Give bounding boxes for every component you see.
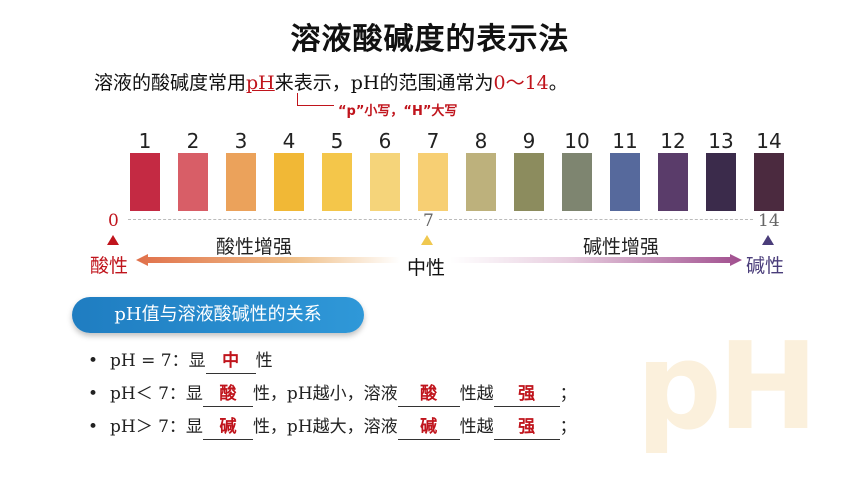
color-swatch [274, 153, 304, 211]
page-title: 溶液酸碱度的表示法 [290, 22, 570, 57]
list-item: • pH＜ 7：显酸性，pH越小，溶液酸性越强； [88, 380, 577, 413]
color-swatch [322, 153, 352, 211]
color-swatch [514, 153, 544, 211]
list-item: • pH = 7：显中性 [88, 347, 577, 380]
ph-case-note: “p”小写，“H”大写 [338, 104, 458, 119]
rule-text: pH＜ 7：显 [110, 384, 203, 404]
acid-arrow-icon [136, 254, 400, 266]
answer-blank: 中 [205, 349, 256, 374]
tick-label: 4 [282, 129, 296, 153]
acidic-label: 酸性 [90, 255, 129, 277]
tick-label: 3 [234, 129, 248, 153]
color-swatch [706, 153, 736, 211]
tick-label: 13 [708, 129, 734, 153]
rule-text: 性，pH越小，溶液 [252, 384, 398, 404]
tick-label: 12 [660, 129, 686, 153]
acid-marker-icon [107, 235, 119, 245]
intro-part3: 。 [548, 72, 568, 94]
answer-blank: 强 [493, 415, 560, 440]
tick-label: 8 [474, 129, 488, 153]
rule-text: ； [559, 384, 577, 404]
intro-part2: 来表示，pH的范围通常为 [274, 72, 494, 94]
axis-fourteen-label: 14 [755, 211, 783, 231]
basic-marker-icon [762, 235, 774, 245]
rule-text: 性 [255, 351, 273, 371]
ph-watermark: pH [636, 318, 818, 457]
rule-text: pH = 7：显 [110, 351, 206, 371]
base-arrow-icon [450, 254, 742, 266]
color-swatch [370, 153, 400, 211]
answer-blank: 强 [493, 382, 560, 407]
axis-seven-label: 7 [420, 211, 437, 231]
answer-blank: 碱 [202, 415, 253, 440]
color-swatch [466, 153, 496, 211]
intro-part1: 溶液的酸碱度常用 [94, 72, 247, 94]
color-swatch [130, 153, 160, 211]
intro-ph: pH [246, 72, 275, 94]
rule-text: ； [559, 417, 577, 437]
axis-zero-label: 0 [105, 211, 122, 231]
tick-label: 1 [138, 129, 152, 153]
color-swatch [610, 153, 640, 211]
ph-rules-list: • pH = 7：显中性 • pH＜ 7：显酸性，pH越小，溶液酸性越强； • pH＞… [88, 347, 577, 446]
tick-label: 6 [378, 129, 392, 153]
color-swatch [754, 153, 784, 211]
color-swatch [178, 153, 208, 211]
neutral-marker-icon [421, 235, 433, 245]
color-swatch [226, 153, 256, 211]
color-swatch [418, 153, 448, 211]
bullet: • [88, 384, 99, 404]
intro-text: 溶液的酸碱度常用pH来表示，pH的范围通常为0～14。 [94, 68, 568, 95]
tick-label: 11 [612, 129, 638, 153]
axis-line [128, 219, 758, 220]
tick-label: 10 [564, 129, 590, 153]
bullet: • [88, 417, 99, 437]
section-heading-pill: pH值与溶液酸碱性的关系 [72, 297, 364, 333]
intro-range: 0～14 [493, 72, 549, 94]
rule-text: pH＞ 7：显 [110, 417, 203, 437]
note-connector [297, 93, 334, 106]
bullet: • [88, 351, 99, 371]
acid-stronger-label: 酸性增强 [216, 236, 293, 258]
answer-blank: 碱 [397, 415, 460, 440]
tick-label: 2 [186, 129, 200, 153]
rule-text: 性越 [459, 384, 494, 404]
rule-text: 性，pH越大，溶液 [252, 417, 398, 437]
list-item: • pH＞ 7：显碱性，pH越大，溶液碱性越强； [88, 413, 577, 446]
tick-label: 14 [756, 129, 782, 153]
tick-label: 9 [522, 129, 536, 153]
tick-label: 7 [426, 129, 440, 153]
base-stronger-label: 碱性增强 [583, 236, 660, 258]
rule-text: 性越 [459, 417, 494, 437]
basic-label: 碱性 [746, 255, 785, 277]
neutral-label: 中性 [407, 257, 446, 279]
answer-blank: 酸 [202, 382, 253, 407]
color-swatch [562, 153, 592, 211]
answer-blank: 酸 [397, 382, 460, 407]
tick-label: 5 [330, 129, 344, 153]
color-swatch [658, 153, 688, 211]
